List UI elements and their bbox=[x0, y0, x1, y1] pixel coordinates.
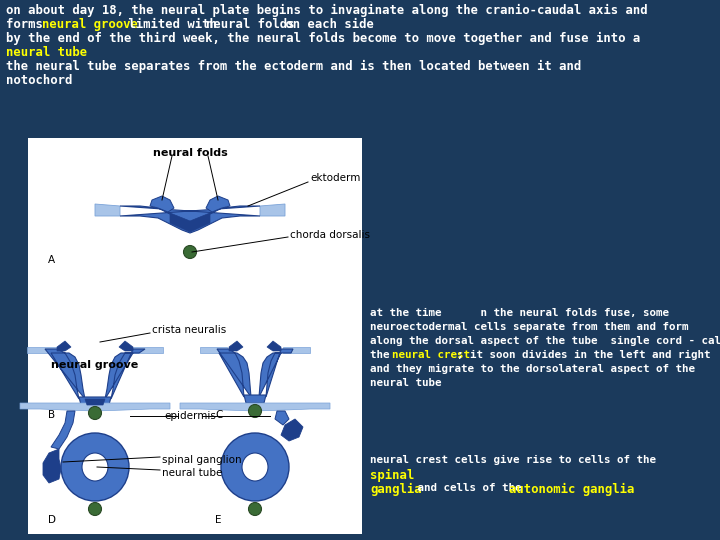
Circle shape bbox=[61, 433, 129, 501]
Text: neural tube: neural tube bbox=[162, 468, 222, 478]
Circle shape bbox=[184, 246, 197, 259]
Polygon shape bbox=[51, 411, 75, 449]
Polygon shape bbox=[45, 349, 85, 399]
Text: ganglia: ganglia bbox=[370, 483, 422, 496]
Text: notochord: notochord bbox=[6, 74, 73, 87]
Text: on about day 18, the neural plate begins to invaginate along the cranio-caudal a: on about day 18, the neural plate begins… bbox=[6, 4, 647, 17]
Text: neuroectodermal cells separate from them and form: neuroectodermal cells separate from them… bbox=[370, 322, 688, 332]
Circle shape bbox=[248, 404, 261, 417]
Circle shape bbox=[248, 503, 261, 516]
Polygon shape bbox=[229, 341, 243, 351]
Polygon shape bbox=[79, 397, 111, 405]
Text: spinal ganglion: spinal ganglion bbox=[162, 455, 242, 465]
Polygon shape bbox=[57, 341, 71, 351]
Text: autonomic ganglia: autonomic ganglia bbox=[509, 483, 634, 496]
Polygon shape bbox=[180, 403, 330, 411]
Text: neural folds: neural folds bbox=[153, 148, 228, 158]
Polygon shape bbox=[27, 347, 57, 353]
Text: neural tube: neural tube bbox=[370, 378, 441, 388]
Text: E: E bbox=[215, 515, 222, 525]
Text: ektoderm: ektoderm bbox=[310, 173, 361, 183]
Text: and cells of the: and cells of the bbox=[411, 483, 528, 493]
Polygon shape bbox=[259, 349, 293, 397]
Polygon shape bbox=[95, 204, 120, 216]
Text: chorda dorsalis: chorda dorsalis bbox=[290, 230, 370, 240]
Text: the: the bbox=[370, 350, 396, 360]
Text: ; it soon divides in the left and right: ; it soon divides in the left and right bbox=[457, 350, 711, 360]
Text: A: A bbox=[48, 255, 55, 265]
Polygon shape bbox=[120, 206, 260, 233]
Polygon shape bbox=[281, 419, 303, 441]
Text: D: D bbox=[48, 515, 56, 525]
Bar bbox=[28, 138, 362, 534]
Polygon shape bbox=[20, 403, 170, 411]
Text: spinal: spinal bbox=[370, 469, 414, 482]
Text: on each side: on each side bbox=[278, 18, 374, 31]
Text: by the end of the third week, the neural folds become to move together and fuse : by the end of the third week, the neural… bbox=[6, 32, 640, 45]
Polygon shape bbox=[133, 347, 163, 353]
Text: along the dorsal aspect of the tube  single cord - called: along the dorsal aspect of the tube sing… bbox=[370, 336, 720, 346]
Polygon shape bbox=[150, 196, 174, 212]
Text: C: C bbox=[215, 410, 222, 420]
Text: limited with: limited with bbox=[121, 18, 224, 31]
Text: at the time      n the neural folds fuse, some: at the time n the neural folds fuse, som… bbox=[370, 308, 669, 318]
Polygon shape bbox=[200, 347, 227, 353]
Polygon shape bbox=[170, 213, 210, 232]
Text: neural groove: neural groove bbox=[51, 360, 139, 370]
Polygon shape bbox=[43, 449, 61, 483]
Polygon shape bbox=[260, 204, 285, 216]
Polygon shape bbox=[244, 395, 266, 403]
Text: B: B bbox=[48, 410, 55, 420]
Polygon shape bbox=[105, 349, 145, 399]
Ellipse shape bbox=[242, 453, 268, 481]
Text: neural groove: neural groove bbox=[42, 18, 138, 31]
Circle shape bbox=[89, 503, 102, 516]
Ellipse shape bbox=[82, 453, 108, 481]
Polygon shape bbox=[206, 196, 230, 212]
Text: forms: forms bbox=[6, 18, 50, 31]
Text: neural crest: neural crest bbox=[392, 350, 470, 360]
Text: neural folds: neural folds bbox=[206, 18, 294, 31]
Text: neural tube: neural tube bbox=[6, 46, 87, 59]
Text: neural crest cells give rise to cells of the: neural crest cells give rise to cells of… bbox=[370, 455, 662, 465]
Text: epidermis: epidermis bbox=[164, 411, 216, 421]
Circle shape bbox=[89, 407, 102, 420]
Polygon shape bbox=[283, 347, 310, 353]
Polygon shape bbox=[85, 399, 105, 405]
Text: crista neuralis: crista neuralis bbox=[152, 325, 226, 335]
Text: the neural tube separates from the ectoderm and is then located between it and: the neural tube separates from the ectod… bbox=[6, 60, 581, 73]
Polygon shape bbox=[275, 411, 289, 425]
Polygon shape bbox=[119, 341, 133, 351]
Polygon shape bbox=[267, 341, 281, 351]
Text: and they migrate to the dorsolateral aspect of the: and they migrate to the dorsolateral asp… bbox=[370, 364, 695, 374]
Polygon shape bbox=[217, 349, 251, 397]
Circle shape bbox=[221, 433, 289, 501]
